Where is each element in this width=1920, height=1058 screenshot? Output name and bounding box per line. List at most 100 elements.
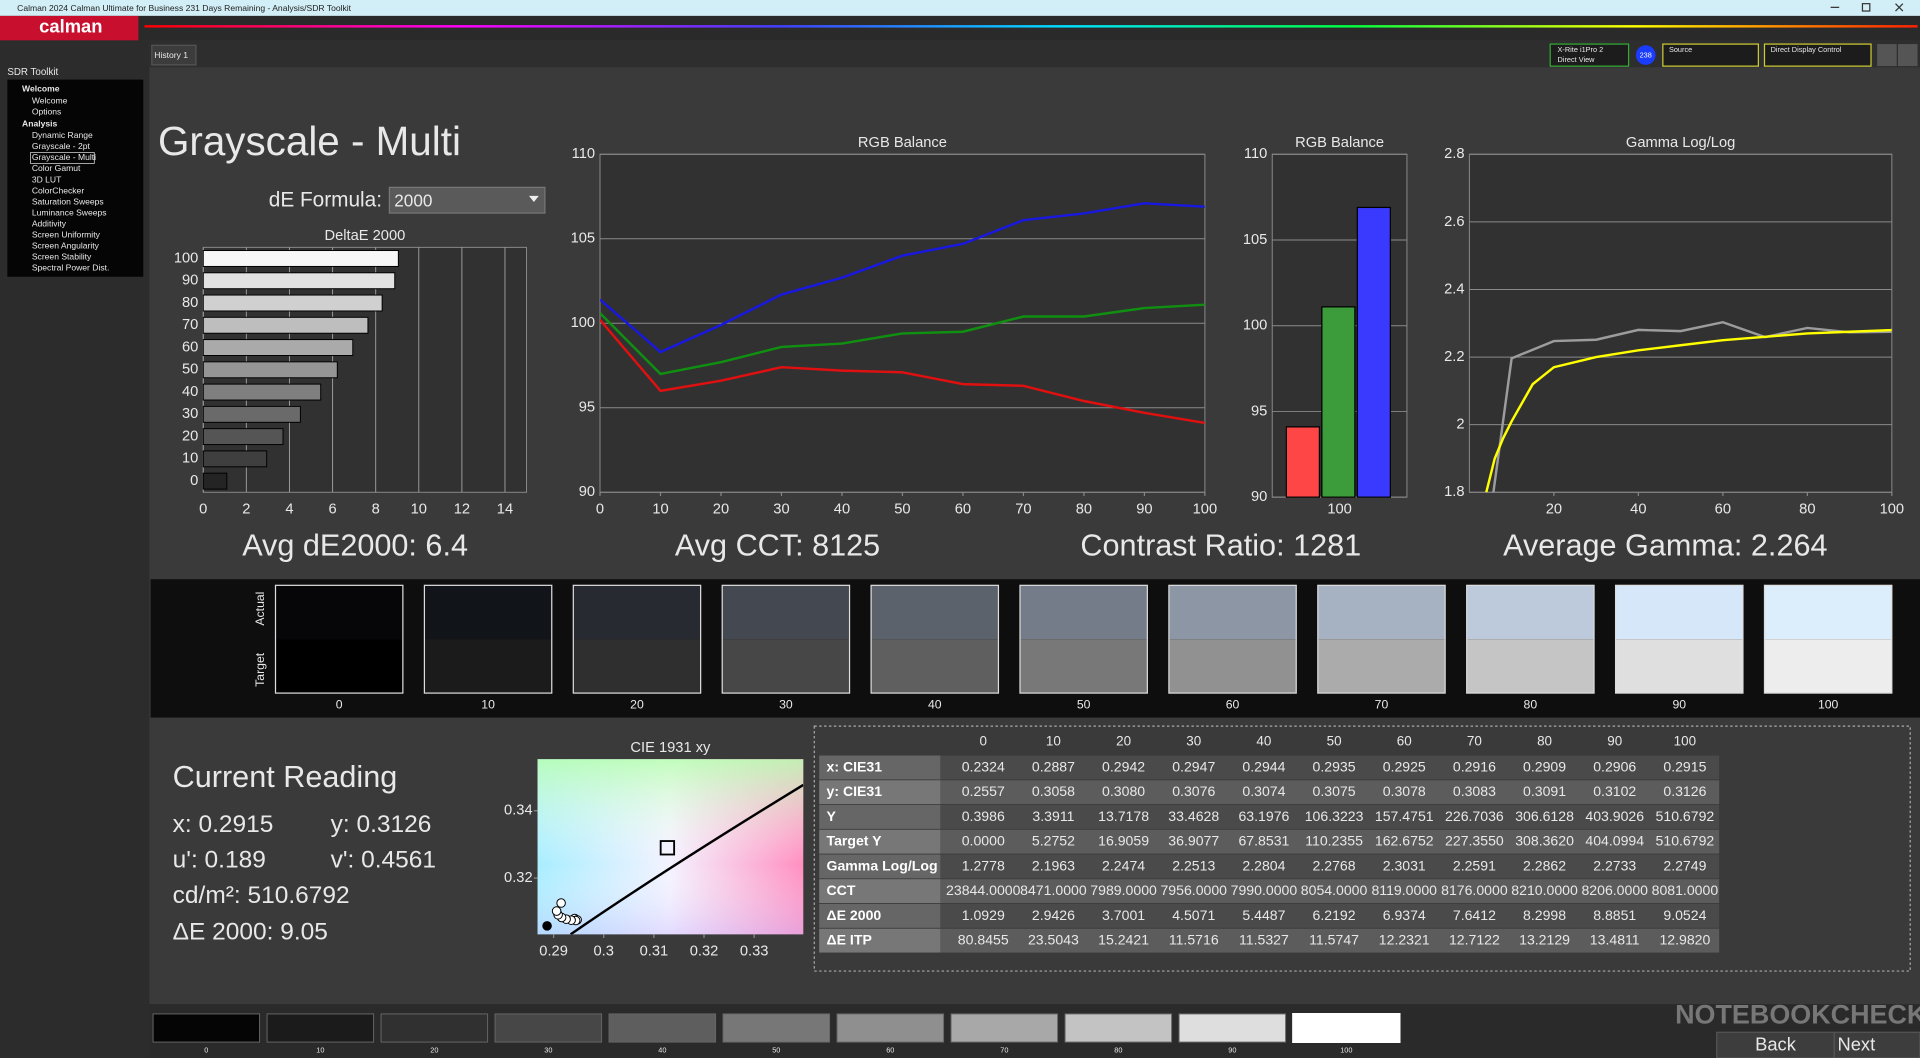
row-label-bg — [819, 928, 941, 953]
tree-item[interactable]: Additivity — [32, 218, 67, 228]
tree-item[interactable]: Saturation Sweeps — [32, 196, 104, 206]
bar — [1285, 426, 1321, 498]
back-button[interactable] — [1716, 1031, 1835, 1058]
close[interactable] — [1895, 3, 1904, 12]
row-label-bg — [819, 854, 941, 879]
x-tick-label: 0.32 — [690, 943, 719, 959]
swatch-target — [1168, 639, 1297, 694]
cell: 0.2887 — [1032, 759, 1075, 775]
swatch-label: 40 — [928, 698, 942, 712]
formula-dropdown[interactable] — [388, 186, 546, 214]
tree-item[interactable]: Luminance Sweeps — [32, 207, 107, 217]
patch-label: 80 — [1114, 1046, 1122, 1055]
patch[interactable] — [380, 1013, 489, 1043]
x-tick-label: 20 — [713, 501, 729, 517]
tree-item[interactable]: Screen Stability — [32, 251, 92, 261]
patch[interactable] — [266, 1013, 375, 1043]
tree-item[interactable]: Grayscale - 2pt — [32, 141, 91, 151]
rainbow-line — [144, 25, 1918, 28]
swatch-label: 50 — [1077, 698, 1091, 712]
watermark: NOTEBOOKCHECK — [1675, 999, 1920, 1029]
cell: 8.8851 — [1593, 907, 1636, 923]
tree-item[interactable]: 3D LUT — [32, 174, 62, 184]
swatch-frame — [1168, 584, 1297, 694]
cell: 0.2557 — [962, 783, 1005, 799]
swatch-frame — [870, 584, 1000, 694]
row-bg — [940, 903, 1720, 928]
swatch-label: 100 — [1818, 698, 1839, 712]
refresh-button[interactable] — [1897, 44, 1918, 67]
chart-title: CIE 1931 xy — [630, 740, 711, 756]
category-label: 90 — [182, 273, 198, 289]
chart — [1271, 153, 1408, 498]
series-line — [1485, 328, 1892, 493]
tree-item[interactable]: Welcome — [32, 95, 68, 105]
swatch-target — [1615, 639, 1743, 694]
tab[interactable] — [151, 44, 197, 66]
title-bar — [0, 0, 1920, 16]
settings-button[interactable] — [1877, 44, 1897, 67]
patch-label: 0 — [204, 1046, 208, 1055]
bar — [202, 428, 284, 446]
reading-line: ΔE 2000: 9.05 — [173, 919, 328, 946]
tree-item[interactable]: Dynamic Range — [32, 130, 93, 140]
cell: 110.2355 — [1305, 833, 1363, 849]
y-tick-label: 90 — [1251, 489, 1267, 505]
series-line — [600, 319, 1205, 425]
x-tick-label: 50 — [894, 501, 910, 517]
patch[interactable] — [950, 1013, 1059, 1043]
chart — [599, 153, 1206, 496]
cell: 13.4811 — [1590, 932, 1640, 948]
meter-mode: Direct View — [1558, 55, 1596, 64]
row-label: Gamma Log/Log — [827, 857, 938, 873]
column-header: 100 — [1674, 734, 1696, 749]
y-tick-label: 2 — [1456, 417, 1464, 433]
row-label: ΔE 2000 — [827, 907, 882, 923]
tree-item[interactable]: Screen Angularity — [32, 240, 100, 250]
patch[interactable] — [722, 1013, 831, 1043]
cell: 8081.0000 — [1652, 882, 1719, 898]
row-label-bg — [819, 780, 941, 805]
reading-line: u': 0.189 — [173, 846, 266, 873]
tree-item[interactable]: Screen Uniformity — [32, 229, 101, 239]
tree-item[interactable]: Spectral Power Dist. — [32, 262, 110, 272]
swatch-frame — [1317, 584, 1446, 694]
cell: 0.2324 — [962, 759, 1005, 775]
tree-item[interactable]: ColorChecker — [32, 185, 84, 195]
meter-select[interactable] — [1549, 43, 1630, 67]
tree-item[interactable]: Color Gamut — [32, 163, 81, 173]
cell: 13.7178 — [1098, 808, 1149, 824]
row-label-bg — [819, 903, 941, 928]
patch[interactable] — [1178, 1013, 1287, 1043]
x-tick-label: 8 — [372, 501, 380, 517]
patch-label: 10 — [316, 1046, 324, 1055]
logo-button[interactable] — [0, 15, 139, 41]
next-button[interactable] — [1833, 1031, 1920, 1058]
maximize[interactable] — [1861, 3, 1871, 12]
cell: 404.0994 — [1585, 833, 1644, 849]
source-select[interactable] — [1662, 43, 1759, 67]
tree-group: Analysis — [22, 119, 57, 129]
tree-item[interactable]: Options — [32, 106, 62, 116]
display-select[interactable] — [1763, 43, 1872, 67]
swatch-label: 10 — [481, 698, 495, 712]
x-tick-label: 10 — [652, 501, 668, 517]
patch[interactable] — [608, 1013, 717, 1043]
column-header: 20 — [1116, 734, 1131, 749]
reading-title: Current Reading — [173, 760, 398, 794]
swatch-target — [573, 639, 701, 694]
category-label: 80 — [182, 295, 198, 311]
patch[interactable] — [494, 1013, 603, 1043]
patch[interactable] — [1292, 1012, 1401, 1043]
patch[interactable] — [836, 1013, 945, 1043]
row-label: CCT — [827, 882, 856, 898]
cell: 12.7122 — [1449, 932, 1500, 948]
patch[interactable] — [1064, 1013, 1173, 1043]
plot-bg-overlay — [537, 759, 804, 935]
tree-item[interactable]: Grayscale - Multi — [32, 152, 96, 162]
patch[interactable] — [152, 1013, 261, 1043]
swatch-target — [1466, 639, 1595, 694]
badge — [1635, 45, 1656, 65]
y-tick-label: 2.6 — [1444, 214, 1464, 230]
x-tick-label: 12 — [454, 501, 470, 517]
